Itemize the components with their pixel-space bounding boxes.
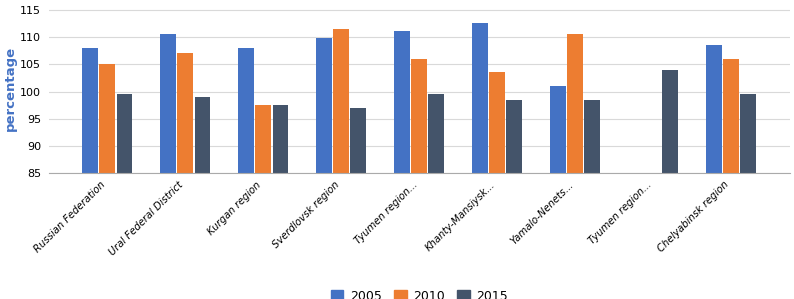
Bar <box>272 105 288 299</box>
Bar <box>117 94 133 299</box>
Y-axis label: percentage: percentage <box>4 46 17 131</box>
Bar <box>394 31 410 299</box>
Bar <box>83 48 98 299</box>
Bar <box>662 70 678 299</box>
Bar <box>350 108 366 299</box>
Bar <box>177 53 193 299</box>
Bar <box>256 105 272 299</box>
Bar <box>195 97 210 299</box>
Bar <box>723 59 739 299</box>
Bar <box>429 94 445 299</box>
Bar <box>567 34 583 299</box>
Bar <box>489 72 505 299</box>
Legend: 2005, 2010, 2015: 2005, 2010, 2015 <box>326 285 512 299</box>
Bar <box>238 48 254 299</box>
Bar <box>316 38 332 299</box>
Bar <box>160 34 176 299</box>
Bar <box>333 29 349 299</box>
Bar <box>411 59 427 299</box>
Bar <box>706 45 722 299</box>
Bar <box>99 64 115 299</box>
Bar <box>472 23 488 299</box>
Bar <box>550 86 566 299</box>
Bar <box>507 100 522 299</box>
Bar <box>584 100 600 299</box>
Bar <box>740 94 756 299</box>
